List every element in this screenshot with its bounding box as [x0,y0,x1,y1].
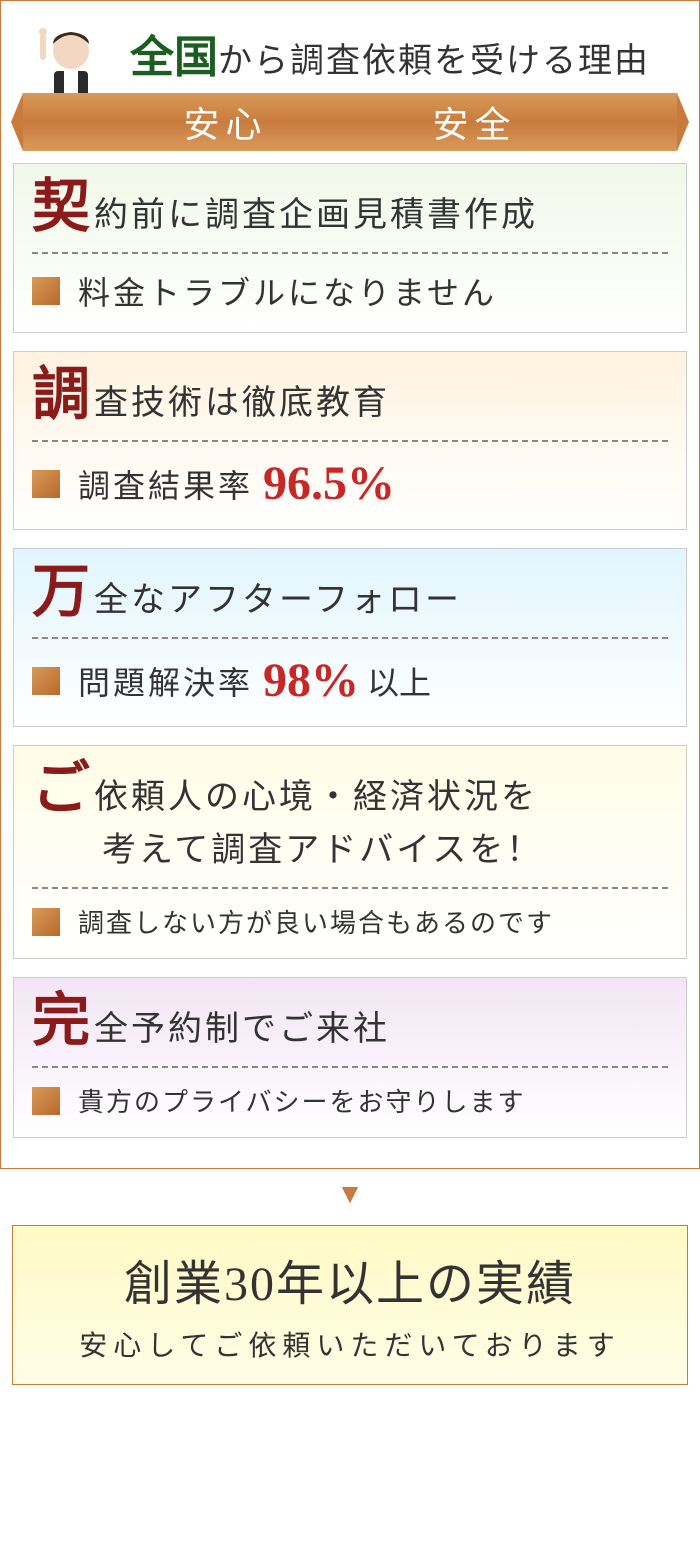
footer-sub: 安心してご依頼いただいております [23,1324,677,1364]
card-head-text: 全予約制でご来社 [94,1001,668,1050]
card-body: 料金トラブルになりません [32,268,668,314]
arrow-wrap: ▼ [0,1179,700,1211]
card-head-text: 約前に調査企画見積書作成 [94,187,668,236]
card-body: 貴方のプライバシーをお守りします [32,1082,668,1119]
card: 万全なアフターフォロー問題解決率98%以上 [13,548,687,727]
card: 調査技術は徹底教育調査結果率96.5% [13,351,687,530]
card-head: ご依頼人の心境・経済状況を [32,760,668,818]
divider [32,887,668,889]
card-body: 調査しない方が良い場合もあるのです [32,903,668,940]
stat-value: 96.5% [263,456,395,511]
square-bullet-icon [32,277,60,305]
divider [32,1066,668,1068]
stat-suffix: 以上 [367,658,431,704]
ribbon-right: 安全 [432,96,516,148]
card-head-text: 査技術は徹底教育 [94,375,668,424]
ribbon-text: 安心 安全 [11,93,689,151]
card-head-text-2: 考えて調査アドバイスを！ [102,822,668,871]
card-big-char: 完 [32,992,90,1050]
footer-main: 創業30年以上の実績 [23,1244,677,1314]
card: 契約前に調査企画見積書作成料金トラブルになりません [13,163,687,333]
card: 完全予約制でご来社貴方のプライバシーをお守りします [13,977,687,1138]
card-head-text: 依頼人の心境・経済状況を [94,769,668,818]
divider [32,637,668,639]
square-bullet-icon [32,908,60,936]
square-bullet-icon [32,667,60,695]
footer-box: 創業30年以上の実績 安心してご依頼いただいております [12,1225,688,1385]
card-body-text: 調査結果率 [78,461,253,507]
divider [32,252,668,254]
title-rest: から調査依頼を受ける理由 [218,33,650,82]
card-body: 問題解決率98%以上 [32,653,668,708]
header: 全国 から調査依頼を受ける理由 安心 安全 [1,1,699,151]
card-body-text: 料金トラブルになりません [78,268,497,314]
card: ご依頼人の心境・経済状況を考えて調査アドバイスを！ 調査しない方が良い場合もあるの… [13,745,687,959]
card-body: 調査結果率96.5% [32,456,668,511]
card-body-text: 調査しない方が良い場合もあるのです [78,903,554,940]
card-body-text: 問題解決率 [78,658,253,704]
ribbon: 安心 安全 [11,93,689,151]
card-body-text: 貴方のプライバシーをお守りします [78,1082,525,1119]
square-bullet-icon [32,1087,60,1115]
card-head: 万全なアフターフォロー [32,563,668,621]
card-head: 完全予約制でご来社 [32,992,668,1050]
down-arrow-icon: ▼ [336,1179,364,1210]
card-head: 契約前に調査企画見積書作成 [32,178,668,236]
card-big-char: 契 [32,178,90,236]
main-container: 全国 から調査依頼を受ける理由 安心 安全 契約前に調査企画見積書作成料金トラブ… [0,0,700,1169]
card-head-text: 全なアフターフォロー [94,572,668,621]
divider [32,440,668,442]
title-emphasis: 全国 [130,21,218,85]
square-bullet-icon [32,470,60,498]
card-big-char: 調 [32,366,90,424]
stat-value: 98% [263,653,359,708]
cards-list: 契約前に調査企画見積書作成料金トラブルになりません調査技術は徹底教育調査結果率9… [1,151,699,1168]
card-head: 調査技術は徹底教育 [32,366,668,424]
ribbon-left: 安心 [183,96,267,148]
card-big-char: ご [32,760,90,818]
card-big-char: 万 [32,563,90,621]
